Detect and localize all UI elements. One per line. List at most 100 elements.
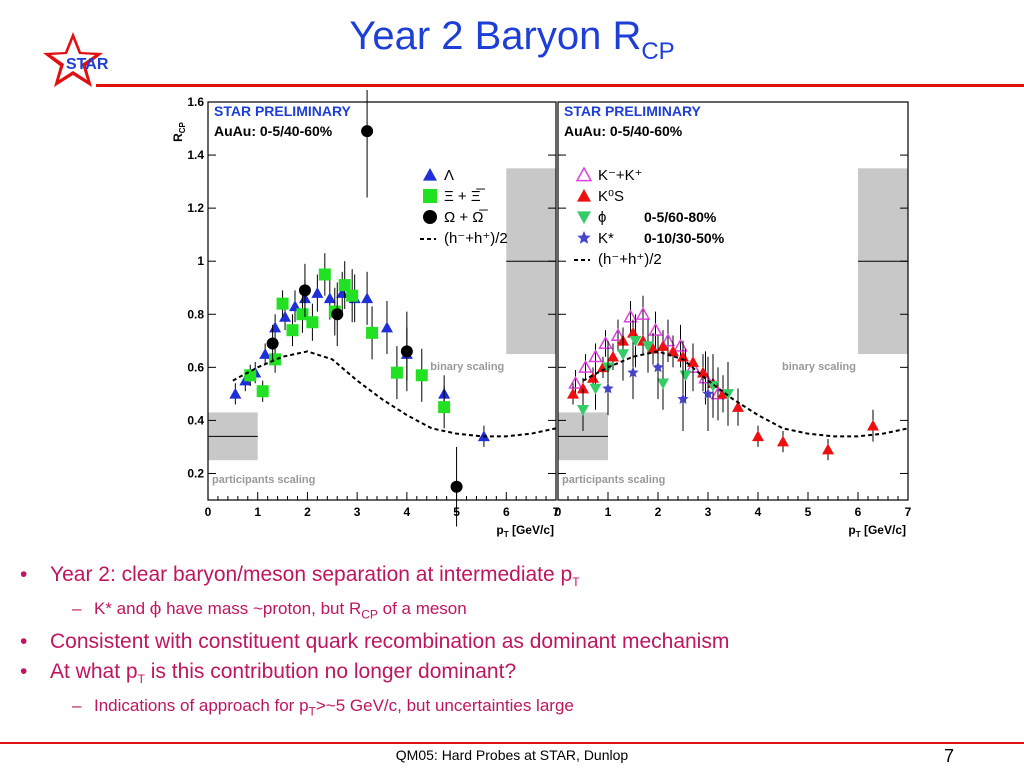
legend-label: K⁰S: [598, 188, 624, 205]
data-point: [623, 309, 638, 323]
x-tick-label: 1: [605, 505, 612, 519]
data-point: [629, 336, 642, 347]
x-tick-label: 7: [905, 505, 912, 519]
bullet-list: • Year 2: clear baryon/meson separation a…: [20, 560, 1000, 723]
footer-rule: [0, 742, 1024, 744]
page-number: 7: [944, 746, 955, 766]
bullet-3-post: is this contribution no longer dominant?: [144, 659, 517, 683]
data-point: [390, 366, 403, 379]
data-point: [306, 316, 319, 329]
chart-subtitle: AuAu: 0-5/40-60%: [214, 123, 333, 139]
data-point: [336, 287, 349, 298]
bullet-3: • At what pT is this contribution no long…: [20, 659, 517, 686]
data-point: [229, 387, 242, 399]
chart-subtitle: AuAu: 0-5/40-60%: [564, 123, 683, 139]
bullet-1-1-text: K* and: [94, 599, 150, 619]
header-rule: [96, 84, 1024, 87]
binary-scaling-label: binary scaling: [782, 361, 856, 373]
footer-text: QM05: Hard Probes at STAR, Dunlop: [395, 747, 629, 763]
data-point: [256, 385, 269, 398]
x-tick-label: 2: [304, 505, 311, 519]
data-point: [867, 419, 879, 431]
bullet-1-1-mid: have mass ~proton, but R: [161, 599, 362, 619]
data-point: [415, 369, 428, 382]
bullet-1-1-sub: CP: [361, 607, 378, 622]
data-point: [577, 382, 589, 394]
data-point: [361, 125, 374, 138]
data-point: [577, 231, 591, 244]
data-point: [423, 168, 437, 181]
logo-text: STAR: [66, 56, 109, 73]
data-point: [588, 349, 603, 363]
data-point: [318, 268, 331, 281]
participants-scaling-label: participants scaling: [212, 474, 315, 486]
data-point: [657, 340, 669, 351]
data-point: [423, 210, 437, 224]
title-subscript: CP: [641, 38, 675, 65]
data-point: [338, 279, 351, 292]
data-point: [259, 348, 272, 359]
x-tick-label: 0: [555, 505, 562, 519]
rcp-figure: binary scaling participants scaling 0 1 2 3 4 5…: [170, 90, 930, 552]
y-tick-label: 0.6: [187, 360, 204, 374]
data-point: [266, 337, 279, 350]
bullet-3-1-sub: T: [308, 704, 316, 719]
bullet-3-sub: T: [137, 671, 145, 686]
data-point: [697, 366, 709, 378]
data-point: [380, 321, 393, 333]
hadron-dashed-curve: [582, 350, 909, 438]
data-point: [276, 297, 289, 310]
legend-label: Λ: [444, 167, 454, 184]
data-point: [777, 435, 789, 447]
data-point: [667, 345, 679, 357]
slide-title: Year 2 Baryon RCP: [0, 14, 1024, 66]
data-point: [822, 443, 834, 455]
data-point: [752, 430, 764, 442]
data-point: [296, 308, 309, 321]
legend-label: K*: [598, 230, 614, 247]
data-point: [438, 401, 451, 414]
data-point: [617, 349, 629, 361]
y-tick-label: 1.2: [187, 201, 204, 215]
data-point: [269, 321, 282, 333]
data-point: [577, 404, 589, 416]
bullet-3-text: At what p: [50, 659, 138, 683]
x-tick-label: 2: [655, 505, 662, 519]
participants-scaling-label: participants scaling: [562, 474, 665, 486]
y-tick-label: 1: [197, 254, 204, 268]
bullet-3-1: – Indications of approach for pT>~5 GeV/c…: [72, 695, 574, 719]
y-tick-label: 0.4: [187, 413, 204, 427]
data-point: [450, 480, 463, 493]
hadron-dashed-curve: [232, 350, 557, 438]
centrality-label: 0-10/30-50%: [644, 230, 725, 246]
bullet-1: • Year 2: clear baryon/meson separation a…: [20, 563, 580, 590]
data-point: [589, 383, 602, 395]
bullet-2-text: Consistent with constituent quark recomb…: [50, 629, 730, 653]
data-point: [269, 353, 282, 366]
data-point: [244, 369, 257, 382]
data-point: [635, 306, 651, 320]
x-tick-label: 3: [705, 505, 712, 519]
data-point: [702, 387, 714, 399]
legend-label: (h⁻+h⁺)/2: [598, 251, 662, 268]
x-tick-label: 1: [254, 505, 261, 519]
data-point: [677, 393, 689, 404]
data-point: [652, 361, 664, 373]
data-point: [366, 326, 379, 339]
bullet-1-sub: T: [572, 575, 580, 590]
bullet-2: • Consistent with constituent quark recom…: [20, 629, 730, 653]
data-point: [607, 350, 619, 362]
data-point: [346, 289, 359, 302]
data-point: [642, 341, 654, 353]
binary-scaling-label: binary scaling: [430, 361, 504, 373]
phi-symbol: ϕ: [149, 599, 162, 620]
data-point: [575, 166, 593, 182]
bullet-1-text: Year 2: clear baryon/meson separation at…: [50, 563, 573, 586]
centrality-label: 0-5/60-80%: [644, 209, 717, 225]
x-tick-label: 0: [205, 505, 212, 519]
x-tick-label: 7: [553, 505, 560, 519]
data-point: [660, 333, 676, 347]
data-point: [361, 292, 374, 304]
data-point: [323, 292, 336, 304]
